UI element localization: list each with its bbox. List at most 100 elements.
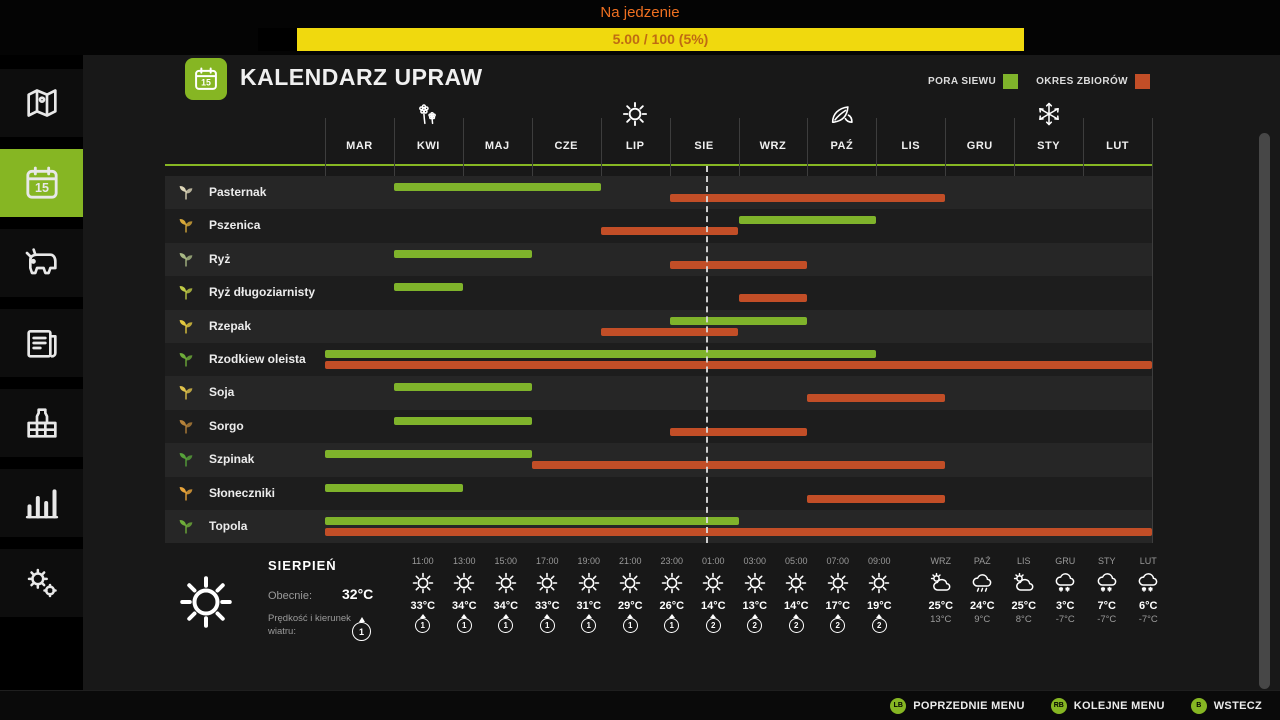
- hourly-item: 11:00 33°C 1: [402, 556, 444, 633]
- crop-icon: [177, 317, 195, 335]
- action-label: POPRZEDNIE MENU: [913, 699, 1025, 712]
- action-rb[interactable]: RB KOLEJNE MENU: [1050, 697, 1165, 714]
- winter-icon: [1035, 100, 1063, 128]
- crop-bars: [325, 477, 1152, 510]
- current-temp-label: Obecnie:: [268, 590, 313, 602]
- month-high-temp: 7°C: [1097, 600, 1116, 612]
- monthly-item: WRZ 25°C 13°C: [920, 556, 962, 625]
- sow-bar: [393, 283, 463, 292]
- sun-icon: [784, 571, 808, 595]
- harvest-bar: [600, 227, 739, 236]
- month-short-label: LIS: [1016, 556, 1031, 566]
- sidebar-item-calendar[interactable]: 15: [0, 149, 89, 217]
- hourly-item: 01:00 14°C 2: [693, 556, 735, 633]
- crop-bars: [325, 510, 1152, 543]
- sow-bar: [393, 249, 532, 258]
- sidebar-item-production[interactable]: [0, 389, 83, 457]
- crop-icon: [177, 283, 195, 301]
- hour-temp: 33°C: [534, 600, 560, 612]
- harvest-bar: [669, 427, 808, 436]
- wind-indicator: 1: [456, 618, 472, 633]
- summer-icon: [621, 100, 649, 128]
- month-low-temp: -7°C: [1138, 614, 1158, 625]
- crop-bars: [325, 209, 1152, 242]
- crop-icon: [177, 216, 195, 234]
- crop-icon: [177, 484, 195, 502]
- month-label: WRZ: [759, 140, 787, 152]
- sow-bar: [669, 316, 808, 325]
- action-b[interactable]: B WSTECZ: [1190, 697, 1262, 714]
- sun-icon: [743, 571, 767, 595]
- crop-bars: [325, 443, 1152, 476]
- top-progress-title: Na jedzenie: [600, 4, 680, 21]
- crop-name: Szpinak: [209, 452, 255, 467]
- crop-bars: [325, 176, 1152, 209]
- svg-text:15: 15: [35, 181, 49, 195]
- gridline: [1152, 118, 1153, 543]
- month-short-label: GRU: [1055, 556, 1076, 566]
- sidebar-item-contracts[interactable]: [0, 309, 83, 377]
- monthly-item: LUT 6°C -7°C: [1128, 556, 1170, 625]
- sidebar-item-animals[interactable]: [0, 229, 83, 297]
- month-high-temp: 25°C: [928, 600, 954, 612]
- legend-item-harvest: OKRES ZBIORÓW: [1036, 74, 1150, 89]
- month-label: LUT: [1106, 140, 1129, 152]
- crop-name: Sorgo: [209, 418, 244, 433]
- sow-bar: [325, 483, 463, 492]
- crop-row: Soja: [165, 376, 1152, 410]
- month-low-temp: 9°C: [974, 614, 991, 625]
- current-weather-sun-icon: [176, 572, 236, 632]
- sidebar-item-mods[interactable]: [0, 549, 83, 617]
- month-label: LIS: [901, 140, 921, 152]
- spring-icon: [414, 100, 442, 128]
- crop-name: Słoneczniki: [209, 485, 276, 500]
- crop-bars: [325, 410, 1152, 443]
- harvest-bar: [531, 461, 946, 470]
- sun-icon: [535, 571, 559, 595]
- crop-name: Soja: [209, 385, 235, 400]
- month-high-temp: 6°C: [1139, 600, 1158, 612]
- wind-label: Prędkość i kierunek wiatru:: [268, 613, 351, 637]
- crop-name: Ryż długoziarnisty: [209, 285, 316, 300]
- hourly-item: 19:00 31°C 1: [568, 556, 610, 633]
- sidebar-item-map[interactable]: [0, 69, 83, 137]
- legend-swatch-sow: [1003, 74, 1019, 89]
- calendar-icon: 15: [22, 163, 62, 203]
- svg-text:15: 15: [201, 77, 211, 87]
- harvest-bar: [325, 528, 1152, 536]
- bottom-bar: LB POPRZEDNIE MENU RB KOLEJNE MENU B WSTECZ: [0, 690, 1280, 720]
- sow-bar: [325, 350, 877, 358]
- autumn-icon: [828, 100, 856, 128]
- crop-row: Pszenica: [165, 209, 1152, 243]
- hour-temp: 13°C: [742, 600, 768, 612]
- hour-label: 07:00: [826, 556, 850, 566]
- wind-indicator: 2: [830, 618, 846, 633]
- monthly-item: LIS 25°C 8°C: [1003, 556, 1045, 625]
- legend-label: OKRES ZBIORÓW: [1036, 76, 1128, 87]
- main-content: 15 KALENDARZ UPRAW PORA SIEWU OKRES ZBIOR…: [83, 55, 1280, 690]
- production-icon: [22, 403, 62, 443]
- crop-name: Ryż: [209, 251, 231, 266]
- month-high-temp: 24°C: [969, 600, 995, 612]
- sun-icon: [494, 571, 518, 595]
- harvest-bar: [669, 194, 946, 202]
- legend-swatch-harvest: [1135, 74, 1150, 89]
- crop-row: Szpinak: [165, 443, 1152, 477]
- month-underline: [165, 164, 1152, 166]
- legend-item-sow: PORA SIEWU: [928, 74, 1019, 89]
- sow-bar: [393, 383, 532, 392]
- crop-bars: [325, 310, 1152, 343]
- crop-row: Pasternak: [165, 176, 1152, 210]
- month-low-temp: 8°C: [1015, 614, 1032, 625]
- hour-label: 13:00: [452, 556, 476, 566]
- gamepad-button-lb: LB: [890, 697, 907, 714]
- sidebar-item-statistics[interactable]: [0, 469, 83, 537]
- action-lb[interactable]: LB POPRZEDNIE MENU: [890, 697, 1025, 714]
- wind-indicator: 1: [581, 618, 597, 633]
- crop-icon: [177, 350, 195, 368]
- month-low-temp: -7°C: [1055, 614, 1075, 625]
- sow-bar: [393, 416, 532, 425]
- hour-temp: 17°C: [825, 600, 851, 612]
- scrollbar[interactable]: [1259, 133, 1270, 689]
- month-label: CZE: [554, 140, 578, 152]
